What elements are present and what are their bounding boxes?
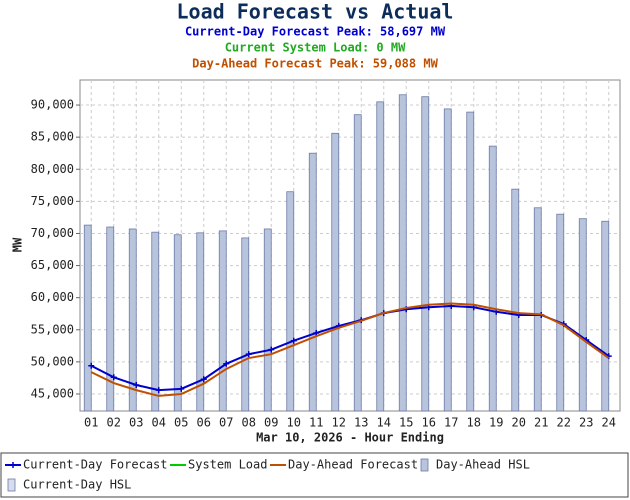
bar [443, 108, 452, 412]
x-tick-label: 23 [579, 416, 593, 430]
y-tick-label: 50,000 [31, 354, 74, 368]
y-tick-label: 55,000 [31, 322, 74, 336]
y-tick-label: 80,000 [31, 162, 74, 176]
legend-label: System Load [188, 458, 267, 472]
bar [308, 152, 317, 412]
bar [466, 111, 475, 412]
bar [353, 114, 362, 412]
bar [556, 213, 565, 412]
x-tick-label: 16 [422, 416, 436, 430]
marker [110, 374, 117, 381]
y-tick-label: 60,000 [31, 290, 74, 304]
bar [488, 145, 497, 412]
x-tick-label: 20 [512, 416, 526, 430]
x-tick-label: 07 [219, 416, 233, 430]
y-axis-label: MW [11, 237, 25, 252]
x-tick-label: 18 [467, 416, 481, 430]
bar [218, 230, 227, 412]
x-axis-label: Mar 10, 2026 - Hour Ending [256, 431, 444, 445]
x-tick-label: 04 [152, 416, 166, 430]
marker [178, 385, 185, 392]
x-tick-label: 11 [309, 416, 323, 430]
bar [241, 237, 250, 412]
plot-area [79, 79, 621, 412]
x-tick-label: 10 [287, 416, 301, 430]
bar [421, 96, 430, 412]
line [90, 305, 610, 392]
subtitle: Current-Day Forecast Peak: 58,697 MW [185, 25, 446, 39]
bar [286, 191, 295, 412]
x-tick-label: 13 [354, 416, 368, 430]
bar [173, 234, 182, 412]
legend-label: Day-Ahead Forecast [288, 458, 418, 472]
legend-label: Current-Day HSL [23, 478, 131, 492]
marker [200, 376, 207, 383]
bar [578, 218, 587, 412]
legend-swatch [7, 478, 16, 492]
bar [376, 101, 385, 412]
x-tick-label: 03 [129, 416, 143, 430]
marker [133, 381, 140, 388]
marker [268, 346, 275, 353]
x-tick-label: 19 [489, 416, 503, 430]
bar [128, 228, 137, 412]
y-tick-label: 45,000 [31, 386, 74, 400]
marker [88, 362, 95, 369]
bar [106, 226, 115, 412]
marker [223, 360, 230, 367]
chart-title: Load Forecast vs Actual [177, 0, 454, 24]
marker [155, 387, 162, 394]
x-tick-label: 09 [264, 416, 278, 430]
marker [290, 337, 297, 344]
y-tick-label: 65,000 [31, 258, 74, 272]
legend-box [0, 452, 629, 498]
x-tick-label: 01 [84, 416, 98, 430]
bar [601, 220, 610, 412]
bar [331, 132, 340, 412]
legend-label: Day-Ahead HSL [436, 458, 530, 472]
bar [151, 231, 160, 412]
subtitle: Day-Ahead Forecast Peak: 59,088 MW [192, 57, 438, 71]
legend-label: Current-Day Forecast [23, 458, 168, 472]
x-tick-label: 12 [332, 416, 346, 430]
y-tick-label: 90,000 [31, 98, 74, 112]
y-tick-label: 85,000 [31, 130, 74, 144]
bar [83, 224, 92, 412]
bar [398, 94, 407, 412]
legend-marker [10, 462, 16, 468]
bar [196, 232, 205, 412]
x-tick-label: 02 [107, 416, 121, 430]
legend-swatch [420, 458, 429, 472]
marker [313, 329, 320, 336]
x-tick-label: 05 [174, 416, 188, 430]
x-tick-label: 17 [444, 416, 458, 430]
line [90, 302, 610, 397]
y-tick-label: 70,000 [31, 226, 74, 240]
x-tick-label: 06 [197, 416, 211, 430]
bar [263, 228, 272, 412]
y-tick-label: 75,000 [31, 194, 74, 208]
bar [533, 207, 542, 412]
x-tick-label: 22 [557, 416, 571, 430]
bar [511, 188, 520, 412]
x-tick-label: 21 [534, 416, 548, 430]
x-tick-label: 08 [242, 416, 256, 430]
x-tick-label: 15 [399, 416, 413, 430]
x-tick-label: 24 [602, 416, 616, 430]
marker [245, 351, 252, 358]
x-tick-label: 14 [377, 416, 391, 430]
subtitle: Current System Load: 0 MW [225, 41, 406, 55]
